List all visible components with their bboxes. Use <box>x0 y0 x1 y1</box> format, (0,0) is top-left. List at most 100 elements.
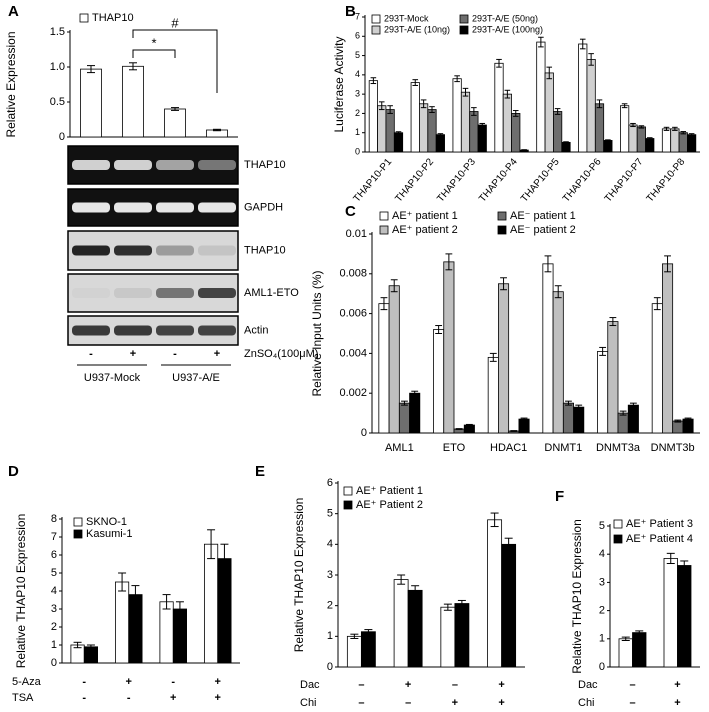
error-bar <box>504 89 511 99</box>
y-tick-label: 1 <box>599 633 605 645</box>
y-tick-label: 5 <box>327 508 333 520</box>
error-bar <box>350 633 359 639</box>
error-bar <box>207 529 216 560</box>
legend-swatch <box>379 225 389 235</box>
error-bar <box>490 512 499 528</box>
condition-sign: + <box>126 676 132 688</box>
error-bar <box>666 552 675 565</box>
legend-label: AE⁻ patient 2 <box>510 224 576 236</box>
y-tick-label: 3 <box>355 89 360 99</box>
bar <box>662 263 674 434</box>
error-bar <box>546 66 553 80</box>
error-bar <box>454 75 460 83</box>
error-bar <box>596 99 603 109</box>
error-bar <box>437 133 444 137</box>
y-tick-label: 4 <box>599 548 605 560</box>
panel-letter: F <box>555 488 564 505</box>
y-tick-label: 6 <box>355 31 360 41</box>
annotation: * <box>151 35 156 50</box>
gel-label: AML1-ETO <box>244 287 299 299</box>
bar <box>487 519 503 668</box>
bar <box>597 351 609 434</box>
bar <box>586 59 596 153</box>
error-bar <box>401 400 408 406</box>
bar <box>677 565 692 668</box>
bar <box>407 589 423 668</box>
bar <box>661 128 672 153</box>
bar <box>628 124 638 153</box>
y-tick-label: 6 <box>51 549 57 561</box>
error-bar <box>457 599 466 608</box>
bar <box>498 283 510 434</box>
y-tick-label: 8 <box>51 513 57 525</box>
error-bar <box>171 107 179 111</box>
bar <box>440 606 456 668</box>
legend-swatch <box>459 14 469 24</box>
y-tick-label: 1 <box>327 630 333 642</box>
error-bar <box>588 53 594 66</box>
y-tick-label: 7 <box>51 531 57 543</box>
error-bar <box>630 122 636 128</box>
bar <box>419 103 429 153</box>
legend-label: 293T-A/E (50ng) <box>472 13 538 23</box>
legend-swatch <box>379 211 389 221</box>
error-bar <box>579 38 586 50</box>
condition-sign: – <box>358 697 364 709</box>
error-bar <box>496 58 502 68</box>
bar <box>632 632 647 668</box>
error-bar <box>471 107 477 116</box>
y-tick-label: 3 <box>327 569 333 581</box>
condition-sign: – <box>629 679 635 691</box>
gel-band <box>114 202 152 213</box>
bar <box>115 581 130 664</box>
legend-label: THAP10 <box>92 12 134 24</box>
bar <box>494 62 504 153</box>
error-bar <box>445 253 453 271</box>
y-tick-label: 0.01 <box>346 228 367 240</box>
condition-sign: + <box>498 697 504 709</box>
bar <box>80 68 102 138</box>
error-bar <box>629 402 637 408</box>
annotation: # <box>171 15 179 30</box>
bar <box>518 418 530 434</box>
gel-band <box>72 245 110 256</box>
y-tick-label: 0 <box>327 661 333 673</box>
bar <box>128 594 143 664</box>
x-tick-label: THAP10-P7 <box>603 156 646 204</box>
gel-band <box>72 202 110 213</box>
y-axis-label: Relative Expression <box>4 31 18 137</box>
bar <box>511 113 521 153</box>
bar <box>368 80 378 153</box>
error-bar <box>674 419 682 423</box>
error-bar <box>599 346 607 356</box>
error-bar <box>364 629 373 635</box>
x-tick-label: THAP10-P5 <box>519 156 562 204</box>
y-tick-label: 1.0 <box>50 61 65 73</box>
bar <box>377 105 387 153</box>
error-bar <box>479 122 486 128</box>
bar <box>410 82 420 153</box>
y-axis-label: Luciferase Activity <box>332 36 346 132</box>
condition-label: Chi <box>300 697 317 709</box>
bar <box>469 111 479 153</box>
x-tick-label: AML1 <box>385 442 414 454</box>
bar <box>561 141 571 153</box>
error-bar <box>395 131 402 135</box>
legend-label: 293T-Mock <box>384 13 429 23</box>
condition-sign: + <box>452 697 458 709</box>
y-tick-label: 0.002 <box>339 387 367 399</box>
bar <box>573 406 585 434</box>
error-bar <box>605 139 611 142</box>
bar <box>544 72 554 153</box>
legend-label: AE⁺ patient 2 <box>392 224 458 236</box>
x-tick-label: THAP10-P2 <box>393 156 436 204</box>
bar <box>427 109 437 153</box>
bar <box>454 603 470 668</box>
gel-band <box>114 245 152 256</box>
gel-label: THAP10 <box>244 159 286 171</box>
error-bar <box>510 430 518 432</box>
error-bar <box>378 101 385 111</box>
error-bar <box>638 125 645 129</box>
bar <box>409 392 421 434</box>
